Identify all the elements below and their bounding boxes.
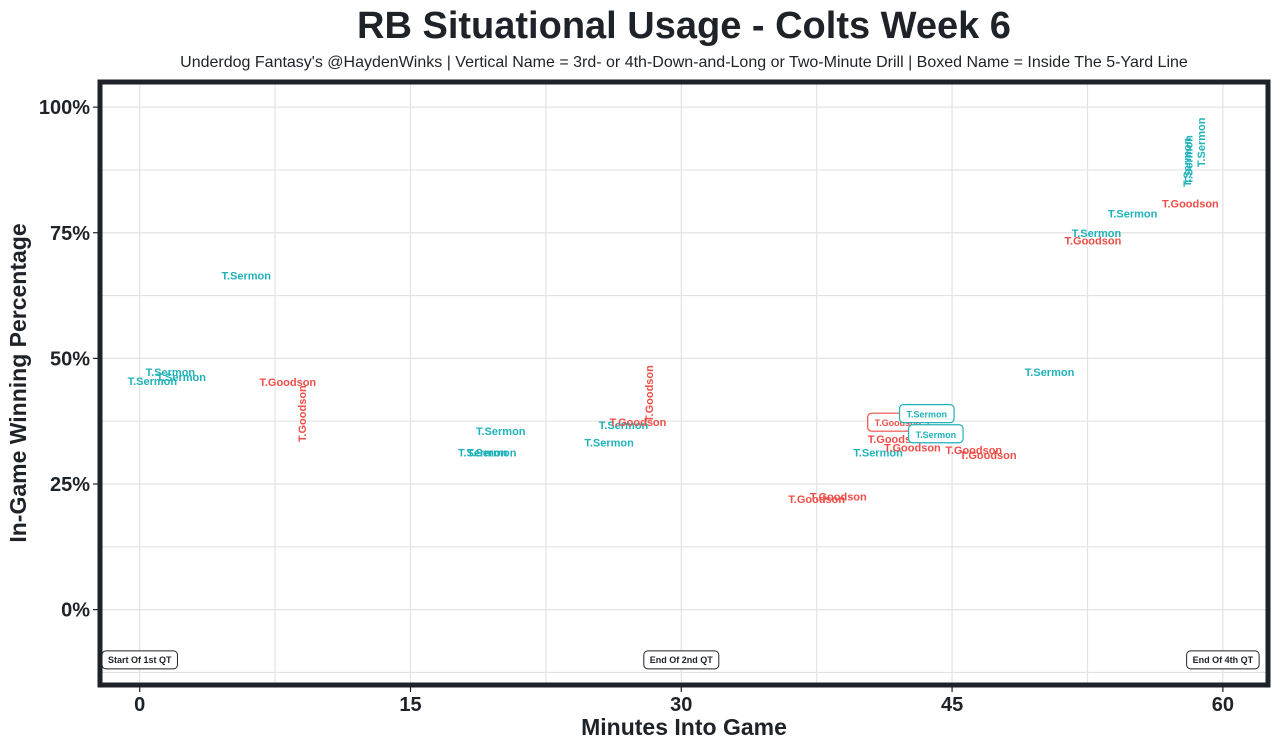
x-axis-ticks: 0 15 30 45 60 bbox=[134, 687, 1234, 716]
player-label: T.Goodson bbox=[788, 494, 845, 506]
player-label: T.Goodson bbox=[297, 385, 309, 442]
player-label: T.Goodson bbox=[610, 417, 667, 429]
y-tick-label: 0% bbox=[61, 600, 90, 622]
x-tick-label: 30 bbox=[670, 694, 692, 716]
player-point: T.Goodson bbox=[644, 365, 656, 422]
x-tick-label: 15 bbox=[399, 694, 421, 716]
player-label: T.Goodson bbox=[1064, 235, 1121, 247]
player-label: T.Sermon bbox=[156, 372, 206, 384]
player-label: T.Goodson bbox=[960, 450, 1017, 462]
player-point: T.Sermon bbox=[1108, 209, 1158, 221]
player-point: T.Goodson bbox=[810, 492, 867, 504]
x-tick-label: 45 bbox=[941, 694, 963, 716]
player-point: T.Sermon bbox=[156, 372, 206, 384]
player-point: T.Sermon bbox=[146, 367, 196, 379]
player-label: T.Goodson bbox=[644, 365, 656, 422]
y-axis-ticks: 0% 25% 50% 75% 100% bbox=[39, 97, 98, 622]
chart-subtitle: Underdog Fantasy's @HaydenWinks | Vertic… bbox=[180, 54, 1188, 71]
plot-panel-border bbox=[97, 79, 1271, 688]
player-point: T.Sermon bbox=[1025, 367, 1075, 379]
player-label: T.Goodson bbox=[875, 418, 922, 428]
quarter-annotation: End Of 4th QT bbox=[1186, 650, 1260, 670]
player-point: T.Goodson bbox=[945, 445, 1002, 457]
grid-lines bbox=[100, 82, 1268, 685]
player-point: T.Sermon bbox=[907, 424, 964, 444]
x-axis-title: Minutes Into Game bbox=[581, 714, 787, 740]
player-label: T.Sermon bbox=[853, 447, 903, 459]
player-label: T.Sermon bbox=[146, 367, 196, 379]
player-point: T.Goodson bbox=[788, 494, 845, 506]
player-point: T.Goodson bbox=[1162, 199, 1219, 211]
player-label: T.Sermon bbox=[476, 426, 526, 438]
player-point: T.Goodson bbox=[960, 450, 1017, 462]
player-label: T.Sermon bbox=[458, 447, 508, 459]
player-point: T.Sermon bbox=[458, 447, 508, 459]
player-label: T.Goodson bbox=[884, 442, 941, 454]
quarter-annotation-label: Start Of 1st QT bbox=[108, 655, 172, 665]
player-label: T.Sermon bbox=[467, 447, 517, 459]
player-point: T.Sermon bbox=[1184, 135, 1196, 185]
quarter-annotation-label: End Of 4th QT bbox=[1193, 655, 1254, 665]
x-tick-label: 0 bbox=[134, 694, 145, 716]
y-axis-title: In-Game Winning Percentage bbox=[5, 223, 31, 542]
player-point: T.Sermon bbox=[467, 447, 517, 459]
player-label: T.Sermon bbox=[128, 376, 178, 388]
player-label: T.Sermon bbox=[916, 430, 957, 440]
player-label: T.Sermon bbox=[1184, 135, 1196, 185]
player-point: T.Sermon bbox=[128, 376, 178, 388]
inside-5-box bbox=[907, 424, 964, 444]
player-point: T.Goodson bbox=[610, 417, 667, 429]
player-label: T.Sermon bbox=[1072, 228, 1122, 240]
quarter-annotations: Start Of 1st QT End Of 2nd QT End Of 4th Q… bbox=[101, 650, 1260, 670]
player-point: T.Sermon bbox=[853, 447, 903, 459]
player-label: T.Sermon bbox=[1025, 367, 1075, 379]
player-points: T.SermonT.SermonT.SermonT.SermonT.Goodso… bbox=[128, 117, 1219, 506]
player-label: T.Goodson bbox=[810, 492, 867, 504]
player-point: T.Goodson bbox=[259, 377, 316, 389]
quarter-annotation: Start Of 1st QT bbox=[101, 650, 178, 670]
player-point: T.Goodson bbox=[1064, 235, 1121, 247]
y-tick-label: 25% bbox=[50, 474, 90, 496]
player-label: T.Goodson bbox=[1162, 199, 1219, 211]
player-label: T.Goodson bbox=[945, 445, 1002, 457]
player-point: T.Sermon bbox=[1182, 137, 1194, 187]
player-point: T.Sermon bbox=[476, 426, 526, 438]
player-label: T.Sermon bbox=[584, 437, 634, 449]
quarter-annotation-box bbox=[1186, 650, 1260, 670]
player-label: T.Sermon bbox=[1196, 117, 1208, 167]
player-point: T.Sermon bbox=[599, 420, 649, 432]
player-label: T.Sermon bbox=[907, 410, 948, 420]
player-label: T.Sermon bbox=[1182, 137, 1194, 187]
player-point: T.Sermon bbox=[1072, 228, 1122, 240]
player-point: T.Sermon bbox=[584, 437, 634, 449]
inside-5-box bbox=[898, 404, 955, 424]
player-label: T.Sermon bbox=[221, 270, 271, 282]
y-tick-label: 50% bbox=[50, 348, 90, 370]
player-point: T.Sermon bbox=[898, 404, 955, 424]
y-tick-label: 100% bbox=[39, 97, 90, 119]
player-point: T.Sermon bbox=[1196, 117, 1208, 167]
x-tick-label: 60 bbox=[1212, 694, 1234, 716]
quarter-annotation-box bbox=[643, 650, 720, 670]
player-point: T.Goodson bbox=[884, 442, 941, 454]
player-label: T.Sermon bbox=[1108, 209, 1158, 221]
quarter-annotation: End Of 2nd QT bbox=[643, 650, 720, 670]
player-point: T.Sermon bbox=[221, 270, 271, 282]
y-tick-label: 75% bbox=[50, 223, 90, 245]
player-label: T.Sermon bbox=[599, 420, 649, 432]
chart-title: RB Situational Usage - Colts Week 6 bbox=[357, 5, 1011, 47]
player-label: T.Goodson bbox=[259, 377, 316, 389]
quarter-annotation-label: End Of 2nd QT bbox=[650, 655, 713, 665]
player-point: T.Goodson bbox=[297, 385, 309, 442]
